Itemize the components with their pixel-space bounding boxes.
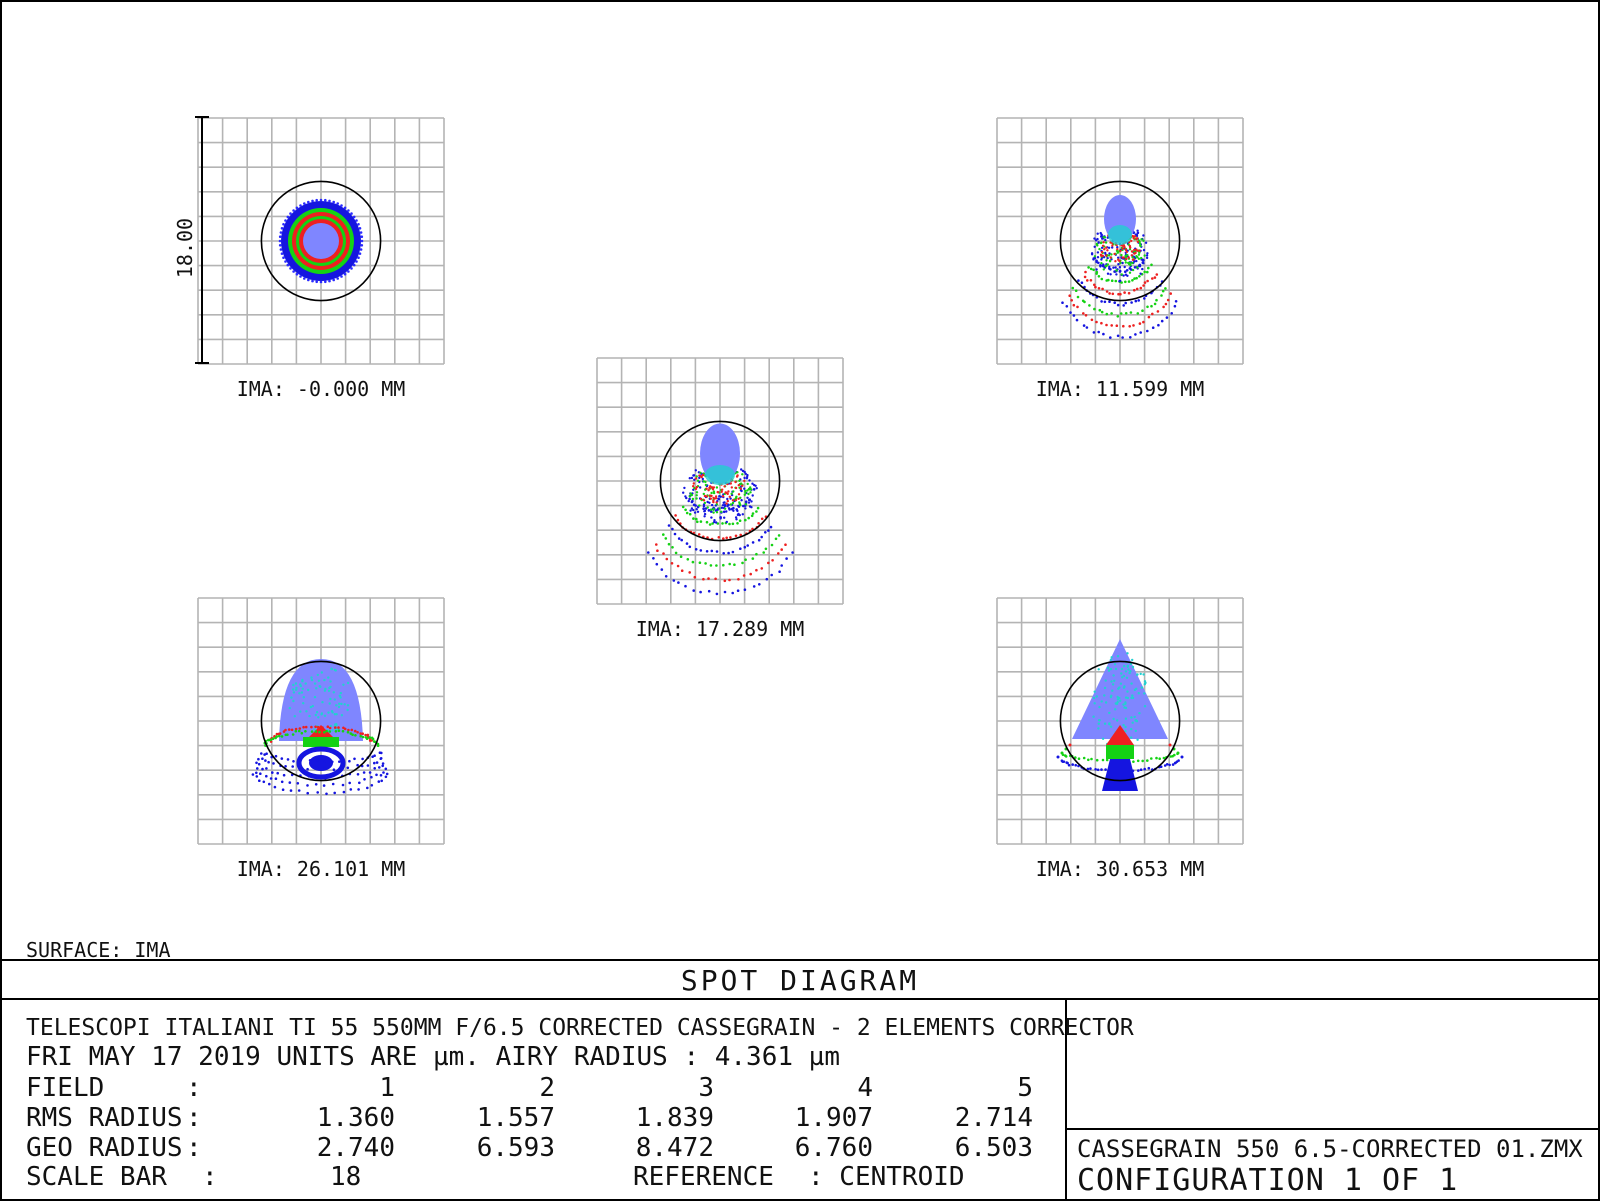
airy-disk-circle	[260, 180, 382, 302]
table-cell: 1.557	[477, 1103, 555, 1133]
table-cell: 8.472	[636, 1133, 714, 1163]
table-row-sep: :	[186, 1103, 202, 1133]
table-cell: 6.503	[955, 1133, 1033, 1163]
spot-panel-field-4: IMA: 26.101 MM	[197, 597, 445, 881]
airy-disk-circle	[659, 420, 781, 542]
table-cell: 2.714	[955, 1103, 1033, 1133]
field-label: IMA: 26.101 MM	[237, 857, 406, 881]
table-cell: 6.593	[477, 1133, 555, 1163]
table-cell: 4	[857, 1073, 873, 1103]
table-row-label: FIELD	[26, 1073, 104, 1103]
table-row-sep: :	[186, 1073, 202, 1103]
scale-bar-label: 18.00	[173, 218, 197, 278]
title-block: SPOT DIAGRAM TELESCOPI ITALIANI TI 55 55…	[1, 959, 1599, 1200]
configuration-label: CONFIGURATION 1 OF 1	[1077, 1163, 1458, 1198]
spot-panel-field-5: IMA: 30.653 MM	[996, 597, 1244, 881]
surface-label: SURFACE: IMA	[26, 938, 171, 962]
reference-value: : CENTROID	[808, 1162, 965, 1192]
table-row-sep: :	[186, 1133, 202, 1163]
file-name: CASSEGRAIN 550 6.5-CORRECTED 01.ZMX	[1077, 1135, 1583, 1163]
airy-disk-circle	[1059, 180, 1181, 302]
table-cell: 2.740	[317, 1133, 395, 1163]
scale-bar-row-value: 18	[330, 1162, 361, 1192]
table-cell: 1.839	[636, 1103, 714, 1133]
field-label: IMA: 30.653 MM	[1036, 857, 1205, 881]
spot-points-field-4	[251, 659, 389, 796]
spot-panel-field-1: IMA: -0.000 MM	[197, 117, 445, 401]
diagram-title: SPOT DIAGRAM	[681, 964, 919, 997]
spot-points-field-1	[278, 198, 364, 284]
table-row-label: RMS RADIUS	[26, 1103, 183, 1133]
spot-points-field-5	[1056, 639, 1184, 791]
field-data-table: FIELD: 1 2 3 4 5 RMS RADIUS: 1.360 1.557 1.839 1.9…	[26, 1073, 1033, 1163]
scale-bar: 18.00	[173, 116, 209, 364]
scale-bar-row-sep: :	[202, 1162, 218, 1192]
table-cell: 6.760	[795, 1133, 873, 1163]
panel-grid	[197, 597, 445, 845]
spot-points-field-3	[647, 423, 794, 596]
field-label: IMA: 17.289 MM	[636, 617, 805, 641]
airy-disk-circle	[260, 660, 382, 782]
table-cell: 2	[539, 1073, 555, 1103]
scale-bar-row-label: SCALE BAR	[26, 1162, 167, 1192]
spot-points-field-2	[1061, 195, 1178, 339]
spot-panel-field-2: IMA: 11.599 MM	[996, 117, 1244, 401]
spot-panels: IMA: -0.000 MM IMA: 11.599 MM IMA: 17.289 …	[197, 117, 1244, 881]
reference-label: REFERENCE	[633, 1162, 774, 1192]
title-line-1: TELESCOPI ITALIANI TI 55 550MM F/6.5 COR…	[26, 1015, 1134, 1041]
table-cell: 1.360	[317, 1103, 395, 1133]
panel-grid	[996, 117, 1244, 365]
airy-disk-circle	[1059, 660, 1181, 782]
table-cell: 3	[698, 1073, 714, 1103]
table-cell: 1.907	[795, 1103, 873, 1133]
table-row-label: GEO RADIUS	[26, 1133, 183, 1163]
field-label: IMA: 11.599 MM	[1036, 377, 1205, 401]
title-line-2: FRI MAY 17 2019 UNITS ARE µm. AIRY RADIU…	[26, 1042, 840, 1072]
spot-panel-field-3: IMA: 17.289 MM	[596, 357, 844, 641]
field-label: IMA: -0.000 MM	[237, 377, 406, 401]
table-cell: 1	[379, 1073, 395, 1103]
table-cell: 5	[1017, 1073, 1033, 1103]
